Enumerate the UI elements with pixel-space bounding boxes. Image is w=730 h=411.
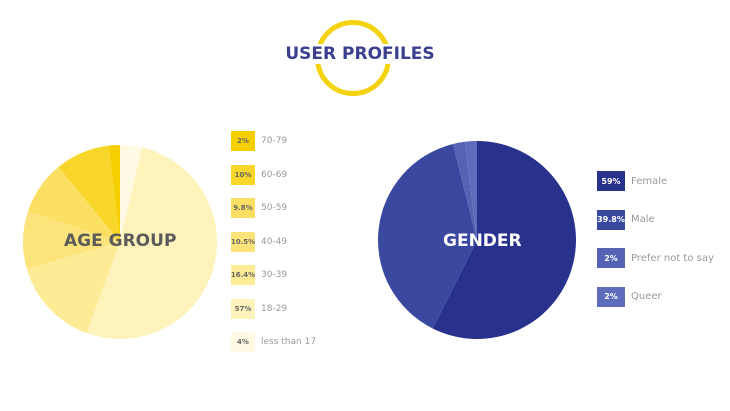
age-slice-less-than-17 — [120, 145, 143, 242]
age-legend-swatch: 57% — [231, 298, 255, 319]
gender-slice-male — [377, 143, 477, 329]
age-legend-swatch: 10.5% — [231, 231, 255, 252]
age-legend-item: 9.8% 50-59 — [231, 198, 287, 218]
gender-legend-label: Queer — [631, 291, 662, 302]
age-legend-label: 70-79 — [261, 136, 288, 146]
age-legend-swatch: 4% — [231, 332, 255, 352]
age-pie-title: AGE GROUP — [64, 231, 177, 251]
gender-legend-swatch: 59% — [597, 171, 625, 191]
age-legend-swatch: 10% — [231, 164, 255, 185]
gender-legend-item: 59% Female — [597, 171, 667, 191]
gender-legend-item: 39.8% Male — [597, 209, 655, 230]
age-legend-item: 4% less than 17 — [231, 332, 316, 352]
gender-slice-prefer-not-to-say — [453, 141, 477, 240]
gender-legend-swatch: 39.8% — [597, 209, 625, 230]
gender-slice-female — [432, 141, 576, 339]
age-legend-swatch: 16.4% — [231, 265, 255, 285]
gender-legend-item: 2% Queer — [597, 286, 662, 307]
age-legend-label: 40-49 — [261, 236, 288, 247]
age-legend-label: 18-29 — [261, 303, 288, 314]
age-legend-label: less than 17 — [261, 337, 317, 347]
gender-legend-label: Female — [631, 175, 668, 187]
age-legend-label: 60-69 — [261, 169, 288, 180]
gender-legend-swatch: 2% — [597, 248, 625, 268]
gender-slice-queer — [464, 141, 477, 240]
gender-legend-label: Male — [631, 214, 655, 225]
age-slice-40-49 — [22, 211, 120, 269]
age-legend-item: 10% 60-69 — [231, 164, 288, 185]
age-legend-item: 10.5% 40-49 — [231, 231, 288, 252]
gender-pie-title: GENDER — [443, 231, 522, 251]
age-slice-60-69 — [58, 145, 120, 242]
age-legend-swatch: 9.8% — [231, 198, 255, 218]
age-legend-swatch: 2% — [231, 131, 255, 151]
gender-legend-label: Prefer not to say — [631, 252, 714, 264]
age-slice-30-39 — [26, 242, 120, 334]
age-legend-label: 30-39 — [261, 270, 288, 280]
page-title: USER PROFILES — [283, 44, 437, 64]
age-legend-item: 2% 70-79 — [231, 131, 287, 151]
age-slice-50-59 — [27, 167, 120, 242]
age-slice-18-29 — [86, 147, 218, 340]
age-slice-70-79 — [108, 145, 120, 242]
age-legend-item: 16.4% 30-39 — [231, 265, 287, 285]
gender-legend-swatch: 2% — [597, 286, 625, 307]
gender-legend-item: 2% Prefer not to say — [597, 248, 714, 268]
age-legend-label: 50-59 — [261, 203, 288, 213]
age-legend-item: 57% 18-29 — [231, 298, 288, 319]
